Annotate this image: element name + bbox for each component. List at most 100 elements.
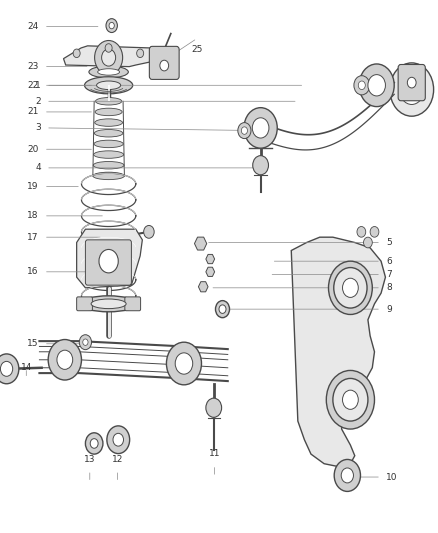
Circle shape (106, 19, 117, 33)
Text: 7: 7 (386, 270, 392, 279)
Circle shape (244, 108, 277, 148)
Circle shape (338, 385, 363, 415)
Circle shape (219, 305, 226, 313)
Text: 21: 21 (27, 108, 39, 116)
Text: 12: 12 (112, 455, 123, 464)
Circle shape (73, 49, 80, 58)
Ellipse shape (95, 119, 123, 126)
Text: 20: 20 (27, 145, 39, 154)
Ellipse shape (94, 140, 123, 148)
Polygon shape (77, 229, 142, 288)
Circle shape (354, 76, 370, 95)
FancyBboxPatch shape (85, 240, 131, 285)
Circle shape (160, 60, 169, 71)
Circle shape (83, 339, 88, 345)
Text: 8: 8 (386, 284, 392, 292)
Text: 3: 3 (35, 124, 41, 132)
Circle shape (0, 361, 13, 376)
Circle shape (57, 350, 73, 369)
Text: 11: 11 (209, 449, 220, 458)
Circle shape (339, 274, 361, 301)
Text: 23: 23 (27, 62, 39, 71)
Circle shape (333, 378, 368, 421)
Circle shape (144, 225, 154, 238)
Circle shape (48, 340, 81, 380)
Circle shape (334, 268, 367, 308)
Circle shape (0, 354, 19, 384)
Circle shape (241, 127, 247, 134)
Circle shape (399, 75, 424, 104)
Text: 16: 16 (27, 268, 39, 276)
Ellipse shape (94, 130, 123, 137)
Text: 9: 9 (386, 305, 392, 313)
Circle shape (334, 459, 360, 491)
Circle shape (99, 249, 118, 273)
Circle shape (328, 261, 372, 314)
Text: 14: 14 (21, 363, 32, 372)
Text: 17: 17 (27, 233, 39, 241)
Text: 1: 1 (35, 81, 41, 90)
Ellipse shape (94, 151, 124, 158)
FancyBboxPatch shape (77, 297, 92, 311)
Circle shape (364, 237, 372, 248)
Circle shape (109, 22, 114, 29)
Circle shape (95, 41, 123, 75)
Text: 24: 24 (27, 22, 39, 31)
Circle shape (407, 77, 416, 88)
Text: 18: 18 (27, 212, 39, 220)
Circle shape (113, 433, 124, 446)
Ellipse shape (89, 66, 128, 78)
Circle shape (341, 468, 353, 483)
Circle shape (358, 81, 365, 90)
Polygon shape (206, 254, 215, 264)
Circle shape (238, 123, 251, 139)
Text: 4: 4 (35, 164, 41, 172)
Text: 6: 6 (386, 257, 392, 265)
Circle shape (390, 63, 434, 116)
Polygon shape (198, 281, 208, 292)
Ellipse shape (91, 299, 126, 309)
Circle shape (357, 227, 366, 237)
Circle shape (343, 278, 358, 297)
Circle shape (105, 44, 112, 52)
Circle shape (368, 75, 385, 96)
Ellipse shape (98, 69, 120, 75)
Circle shape (107, 426, 130, 454)
Circle shape (370, 227, 379, 237)
Circle shape (359, 64, 394, 107)
Circle shape (206, 398, 222, 417)
FancyBboxPatch shape (125, 297, 141, 311)
FancyBboxPatch shape (398, 64, 425, 101)
Text: 22: 22 (27, 81, 39, 90)
Polygon shape (206, 267, 215, 277)
Ellipse shape (95, 108, 122, 116)
Text: 19: 19 (27, 182, 39, 191)
Circle shape (326, 370, 374, 429)
Text: 15: 15 (27, 340, 39, 348)
Ellipse shape (93, 172, 124, 180)
Circle shape (166, 342, 201, 385)
Ellipse shape (80, 296, 137, 312)
Text: 25: 25 (191, 45, 203, 54)
Circle shape (215, 301, 230, 318)
Circle shape (79, 335, 92, 350)
FancyBboxPatch shape (149, 46, 179, 79)
Text: 13: 13 (84, 455, 95, 464)
Ellipse shape (85, 77, 133, 94)
Text: 10: 10 (386, 473, 398, 481)
Circle shape (137, 49, 144, 58)
Text: 5: 5 (386, 238, 392, 247)
Text: 2: 2 (35, 97, 41, 106)
Polygon shape (194, 237, 207, 250)
Ellipse shape (95, 98, 122, 105)
Circle shape (85, 433, 103, 454)
Polygon shape (291, 237, 385, 466)
Circle shape (90, 439, 98, 448)
Circle shape (102, 49, 116, 66)
Ellipse shape (96, 81, 120, 90)
Polygon shape (64, 46, 153, 67)
Circle shape (253, 156, 268, 175)
Circle shape (175, 353, 193, 374)
Ellipse shape (93, 161, 124, 169)
Circle shape (252, 118, 269, 138)
